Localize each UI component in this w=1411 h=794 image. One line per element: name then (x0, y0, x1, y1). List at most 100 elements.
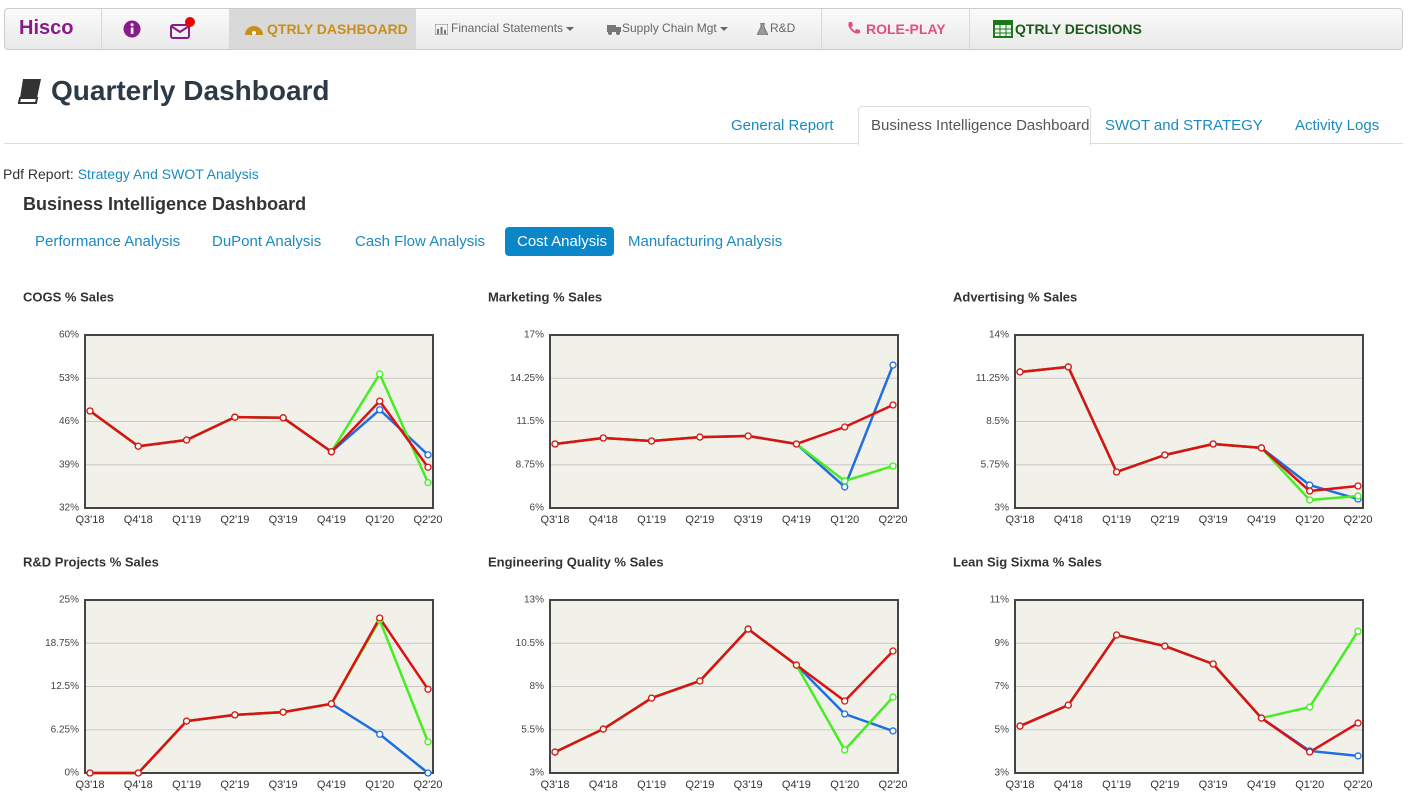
chart-title: COGS % Sales (23, 289, 114, 304)
tab[interactable]: General Report (731, 117, 834, 134)
nav-item[interactable]: Supply Chain Mgt (622, 21, 728, 35)
brand[interactable]: Hisco (19, 17, 74, 39)
x-tick-label: Q2'20 (1343, 514, 1372, 526)
y-tick-label: 39% (59, 459, 79, 470)
x-tick-label: Q2'19 (1150, 779, 1179, 791)
series-line (554, 627, 894, 754)
x-tick-label: Q2'19 (1150, 514, 1179, 526)
info-icon[interactable] (123, 20, 141, 38)
y-tick-label: 3% (530, 768, 545, 779)
separator (229, 9, 230, 49)
nav-item[interactable]: QTRLY DASHBOARD (267, 21, 408, 37)
nav-item[interactable]: QTRLY DECISIONS (1015, 21, 1142, 37)
data-point (792, 440, 801, 448)
section-title: Business Intelligence Dashboard (23, 194, 307, 214)
x-tick-label: Q2'19 (220, 779, 249, 791)
x-tick-label: Q3'18 (75, 514, 104, 526)
y-tick-label: 11% (990, 595, 1009, 606)
data-point (889, 693, 897, 701)
data-point (1112, 631, 1121, 639)
x-tick-label: Q4'19 (317, 514, 346, 526)
plot-border (1014, 599, 1364, 774)
page-title: Quarterly Dashboard (51, 75, 330, 106)
mail-icon[interactable] (169, 17, 197, 41)
y-tick-label: 32% (59, 503, 79, 514)
active-subtab (505, 227, 614, 256)
data-point (424, 479, 432, 487)
nav-item[interactable]: Financial Statements (451, 21, 574, 35)
x-tick-label: Q3'19 (734, 514, 763, 526)
x-tick-label: Q2'19 (685, 514, 714, 526)
tab[interactable]: Activity Logs (1295, 117, 1380, 134)
subtab[interactable]: Manufacturing Analysis (628, 233, 783, 250)
x-tick-label: Q3'19 (269, 514, 298, 526)
plot-border (84, 599, 434, 774)
subtab[interactable]: Cost Analysis (517, 233, 608, 250)
flask-icon (757, 23, 768, 35)
x-tick-label: Q2'20 (413, 514, 442, 526)
x-tick-label: Q4'18 (124, 779, 153, 791)
navbar: Hisco QTRLY DASHBOARD Financial Statemen… (4, 8, 1403, 50)
y-tick-label: 13% (524, 595, 544, 606)
chart-title: Marketing % Sales (488, 289, 602, 304)
data-point (1209, 660, 1217, 668)
tab[interactable]: SWOT and STRATEGY (1105, 117, 1263, 134)
x-tick-label: Q4'19 (782, 779, 811, 791)
data-point (1306, 496, 1314, 504)
data-point (889, 361, 897, 369)
nav-item[interactable]: ROLE-PLAY (866, 21, 946, 37)
x-tick-label: Q2'20 (1343, 779, 1372, 791)
y-tick-label: 7% (995, 681, 1010, 692)
x-tick-label: Q1'19 (1102, 779, 1131, 791)
x-tick-label: Q3'18 (540, 779, 569, 791)
x-tick-label: Q1'20 (830, 779, 859, 791)
data-point (1306, 487, 1314, 495)
data-point (841, 710, 849, 718)
data-point (424, 685, 432, 693)
dashboard-icon (245, 26, 263, 35)
x-tick-label: Q3'19 (1199, 514, 1228, 526)
book-icon (17, 79, 41, 104)
y-tick-label: 25% (59, 595, 79, 606)
y-tick-label: 3% (995, 503, 1010, 514)
data-point (424, 451, 432, 459)
tab[interactable]: Business Intelligence Dashboard (871, 117, 1090, 134)
y-tick-label: 11.5% (516, 416, 544, 427)
data-point (889, 462, 897, 470)
data-point (182, 717, 191, 725)
nav-item[interactable]: R&D (770, 21, 796, 35)
chart-title: R&D Projects % Sales (23, 554, 159, 569)
data-point (1354, 492, 1362, 500)
y-tick-label: 14.25% (510, 373, 544, 384)
plot-border (549, 334, 899, 509)
y-tick-label: 8.75% (516, 459, 544, 470)
y-tick-label: 5.5% (521, 724, 544, 735)
pdf-link[interactable]: Strategy And SWOT Analysis (77, 166, 259, 182)
x-tick-label: Q4'18 (589, 779, 618, 791)
chart-title: Engineering Quality % Sales (488, 554, 664, 569)
x-tick-label: Q3'18 (1005, 779, 1034, 791)
data-point (424, 769, 432, 777)
data-point (376, 370, 384, 378)
data-point (696, 433, 704, 441)
data-point (1306, 703, 1314, 711)
subtab[interactable]: Performance Analysis (35, 233, 181, 250)
subtab[interactable]: DuPont Analysis (212, 233, 322, 250)
x-tick-label: Q3'18 (540, 514, 569, 526)
data-point (279, 414, 287, 422)
y-tick-label: 6% (530, 503, 545, 514)
x-tick-label: Q4'19 (1247, 514, 1276, 526)
data-point (1354, 627, 1362, 635)
y-tick-label: 6.25% (51, 724, 79, 735)
series-line (1019, 633, 1359, 754)
data-point (1161, 451, 1169, 459)
active-nav-bg (230, 9, 416, 49)
y-tick-label: 5.75% (981, 459, 1009, 470)
data-point (1306, 481, 1314, 489)
subtab[interactable]: Cash Flow Analysis (355, 233, 486, 250)
y-tick-label: 53% (59, 373, 79, 384)
pdf-report: Pdf Report: Strategy And SWOT Analysis (3, 166, 259, 182)
x-tick-label: Q1'20 (830, 514, 859, 526)
y-tick-label: 3% (995, 768, 1010, 779)
series-line (89, 399, 430, 468)
